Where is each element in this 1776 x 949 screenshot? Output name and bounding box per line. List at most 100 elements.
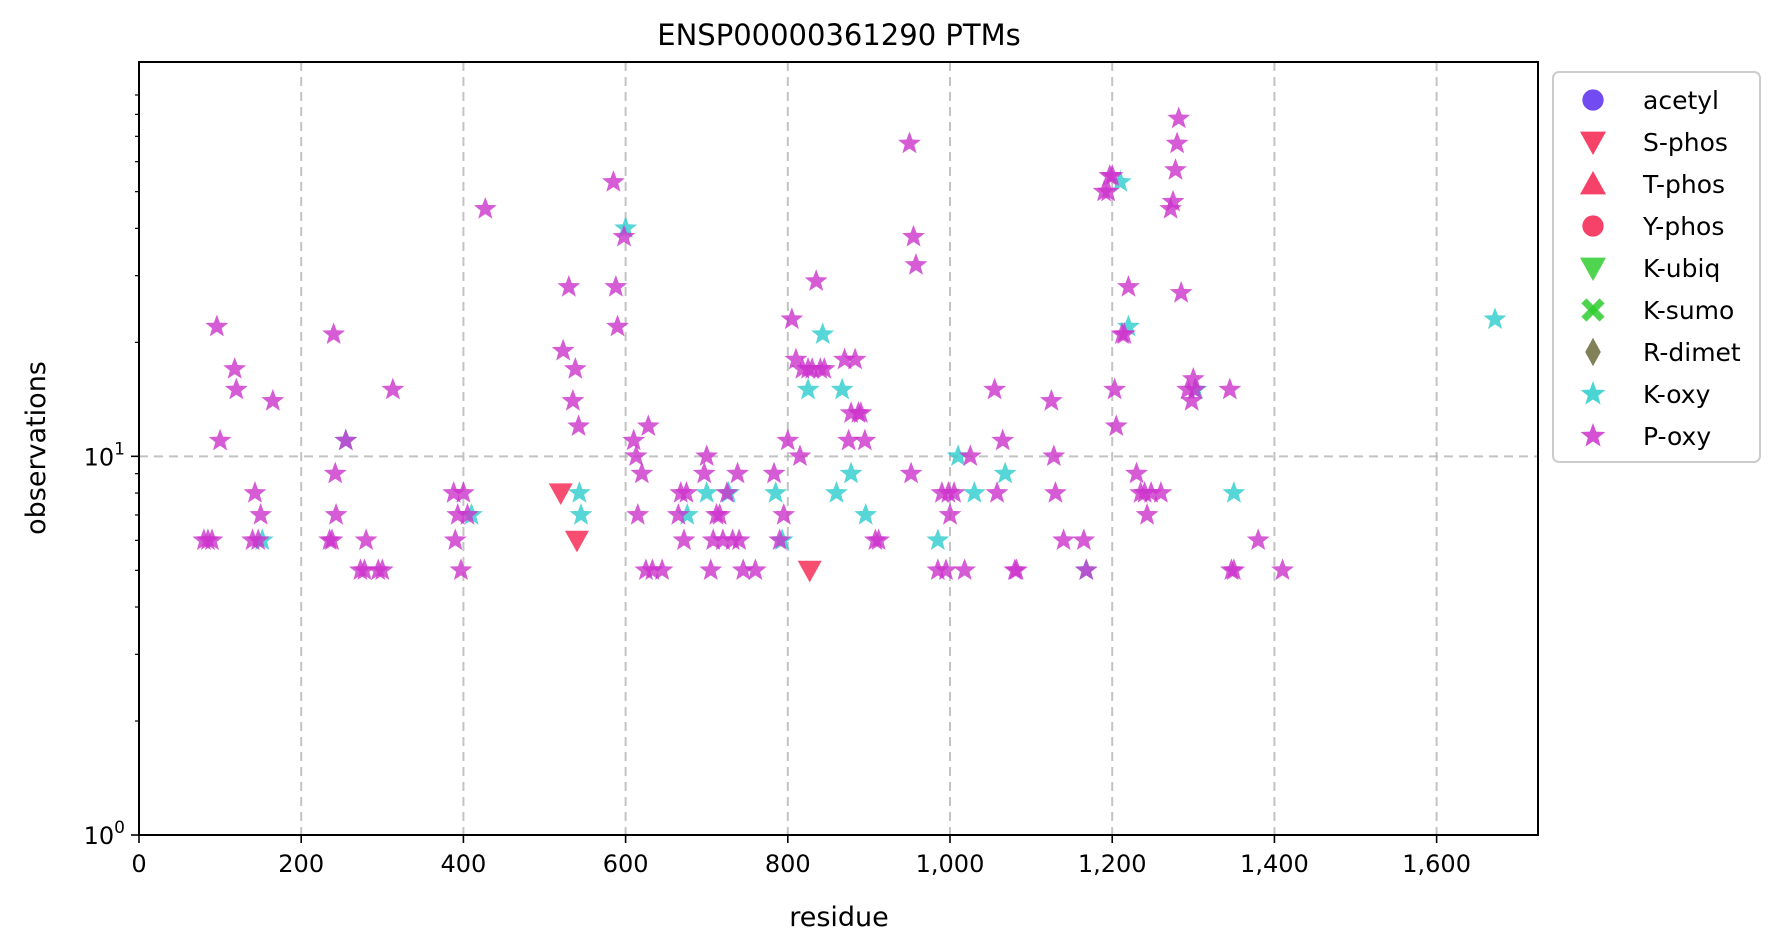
legend-marker-k-ubiq — [1580, 257, 1606, 281]
point-p-oxy — [804, 269, 828, 291]
point-p-oxy — [551, 338, 575, 361]
point-p-oxy — [991, 428, 1015, 451]
point-p-oxy — [1167, 106, 1191, 129]
point-p-oxy — [776, 428, 800, 451]
point-p-oxy — [849, 401, 873, 423]
point-k-oxy — [614, 216, 638, 239]
point-p-oxy — [1005, 558, 1028, 581]
point-p-oxy — [456, 502, 479, 525]
legend-marker-k-sumo — [1581, 298, 1605, 322]
y-axis: 100 101 — [84, 94, 139, 850]
point-p-oxy — [833, 347, 856, 370]
point-p-oxy — [322, 322, 346, 345]
point-k-oxy — [993, 461, 1017, 484]
point-p-oxy — [324, 502, 348, 525]
point-p-oxy — [353, 558, 376, 581]
point-p-oxy — [711, 528, 735, 551]
point-p-oxy — [902, 224, 925, 247]
point-p-oxy — [449, 558, 473, 581]
point-p-oxy — [768, 528, 792, 551]
point-p-oxy — [640, 558, 664, 581]
point-p-oxy — [622, 428, 646, 451]
point-p-oxy — [602, 170, 625, 192]
point-s-phos — [564, 530, 589, 553]
point-p-oxy — [1180, 389, 1204, 411]
legend-marker-s-phos — [1580, 131, 1606, 155]
legend-label-k-oxy: K-oxy — [1643, 380, 1711, 409]
point-p-oxy — [1139, 481, 1163, 503]
point-p-oxy — [446, 502, 470, 525]
point-p-oxy — [223, 357, 247, 379]
point-p-oxy — [1246, 528, 1270, 551]
point-p-oxy — [1112, 322, 1136, 345]
point-p-oxy — [1100, 163, 1124, 186]
point-p-oxy — [1052, 528, 1075, 551]
point-p-oxy — [261, 389, 285, 411]
point-k-oxy — [962, 481, 986, 503]
legend-label-k-sumo: K-sumo — [1643, 296, 1734, 325]
point-p-oxy — [249, 502, 273, 525]
point-p-oxy — [636, 414, 660, 437]
point-k-oxy — [1108, 170, 1132, 192]
point-p-oxy — [695, 444, 719, 467]
point-p-oxy — [1096, 179, 1120, 202]
point-p-oxy — [208, 428, 232, 451]
point-p-oxy — [1164, 158, 1187, 180]
data-points — [192, 106, 1507, 583]
point-p-oxy — [200, 528, 224, 551]
point-p-oxy — [442, 481, 466, 503]
legend-label-p-oxy: P-oxy — [1643, 422, 1711, 451]
legend-label-s-phos: S-phos — [1643, 128, 1728, 157]
legend-marker-acetyl — [1582, 89, 1604, 111]
legend-marker-t-phos — [1580, 171, 1606, 195]
legend-label-acetyl: acetyl — [1643, 86, 1719, 115]
point-p-oxy — [1169, 281, 1193, 303]
y-tick-label: 101 — [84, 439, 125, 471]
x-axis-title: residue — [789, 902, 889, 933]
point-p-oxy — [1039, 389, 1063, 411]
point-p-oxy — [323, 461, 347, 484]
point-p-oxy — [708, 502, 732, 525]
point-k-oxy — [796, 377, 820, 400]
point-p-oxy — [1117, 275, 1140, 297]
point-p-oxy — [1218, 377, 1242, 400]
x-tick-label: 400 — [440, 850, 486, 878]
point-p-oxy — [762, 461, 786, 484]
legend-label-k-ubiq: K-ubiq — [1643, 254, 1720, 283]
point-p-oxy — [205, 314, 229, 337]
point-k-oxy — [825, 481, 848, 503]
point-p-oxy — [666, 502, 690, 525]
legend-marker-k-oxy — [1580, 381, 1606, 405]
point-p-oxy — [726, 461, 749, 484]
x-tick-label: 0 — [131, 850, 146, 878]
point-p-oxy — [604, 275, 628, 297]
point-p-oxy — [837, 428, 861, 451]
point-p-oxy — [699, 558, 723, 581]
point-k-oxy — [764, 481, 788, 503]
point-k-oxy — [695, 481, 719, 503]
point-p-oxy — [443, 528, 467, 551]
point-p-oxy — [243, 481, 267, 503]
point-k-oxy — [811, 322, 835, 345]
point-p-oxy — [784, 347, 808, 370]
legend-marker-p-oxy — [1580, 423, 1606, 447]
point-k-oxy — [1222, 481, 1246, 503]
y-axis-title: observations — [21, 361, 52, 535]
point-p-oxy — [731, 558, 755, 581]
point-p-oxy — [772, 502, 796, 525]
point-p-oxy — [715, 481, 739, 503]
point-p-oxy — [1042, 444, 1066, 467]
x-tick-label: 1,600 — [1402, 850, 1471, 878]
point-p-oxy — [381, 377, 405, 400]
point-p-oxy — [473, 196, 497, 219]
point-p-oxy — [624, 444, 648, 467]
point-p-oxy — [958, 444, 982, 467]
x-axis: 0 200 400 600 800 1,000 1,200 1,400 1,600 — [131, 835, 1471, 878]
point-k-oxy — [926, 528, 950, 551]
legend-frame — [1552, 71, 1761, 463]
chart-title: ENSP00000361290 PTMs — [657, 18, 1020, 52]
point-k-oxy — [675, 502, 699, 525]
point-p-oxy — [1104, 414, 1128, 437]
point-p-oxy — [727, 528, 751, 551]
legend: acetyl S-phos T-phos Y-phos K-ubiq K-sumo R-di… — [1552, 71, 1761, 463]
